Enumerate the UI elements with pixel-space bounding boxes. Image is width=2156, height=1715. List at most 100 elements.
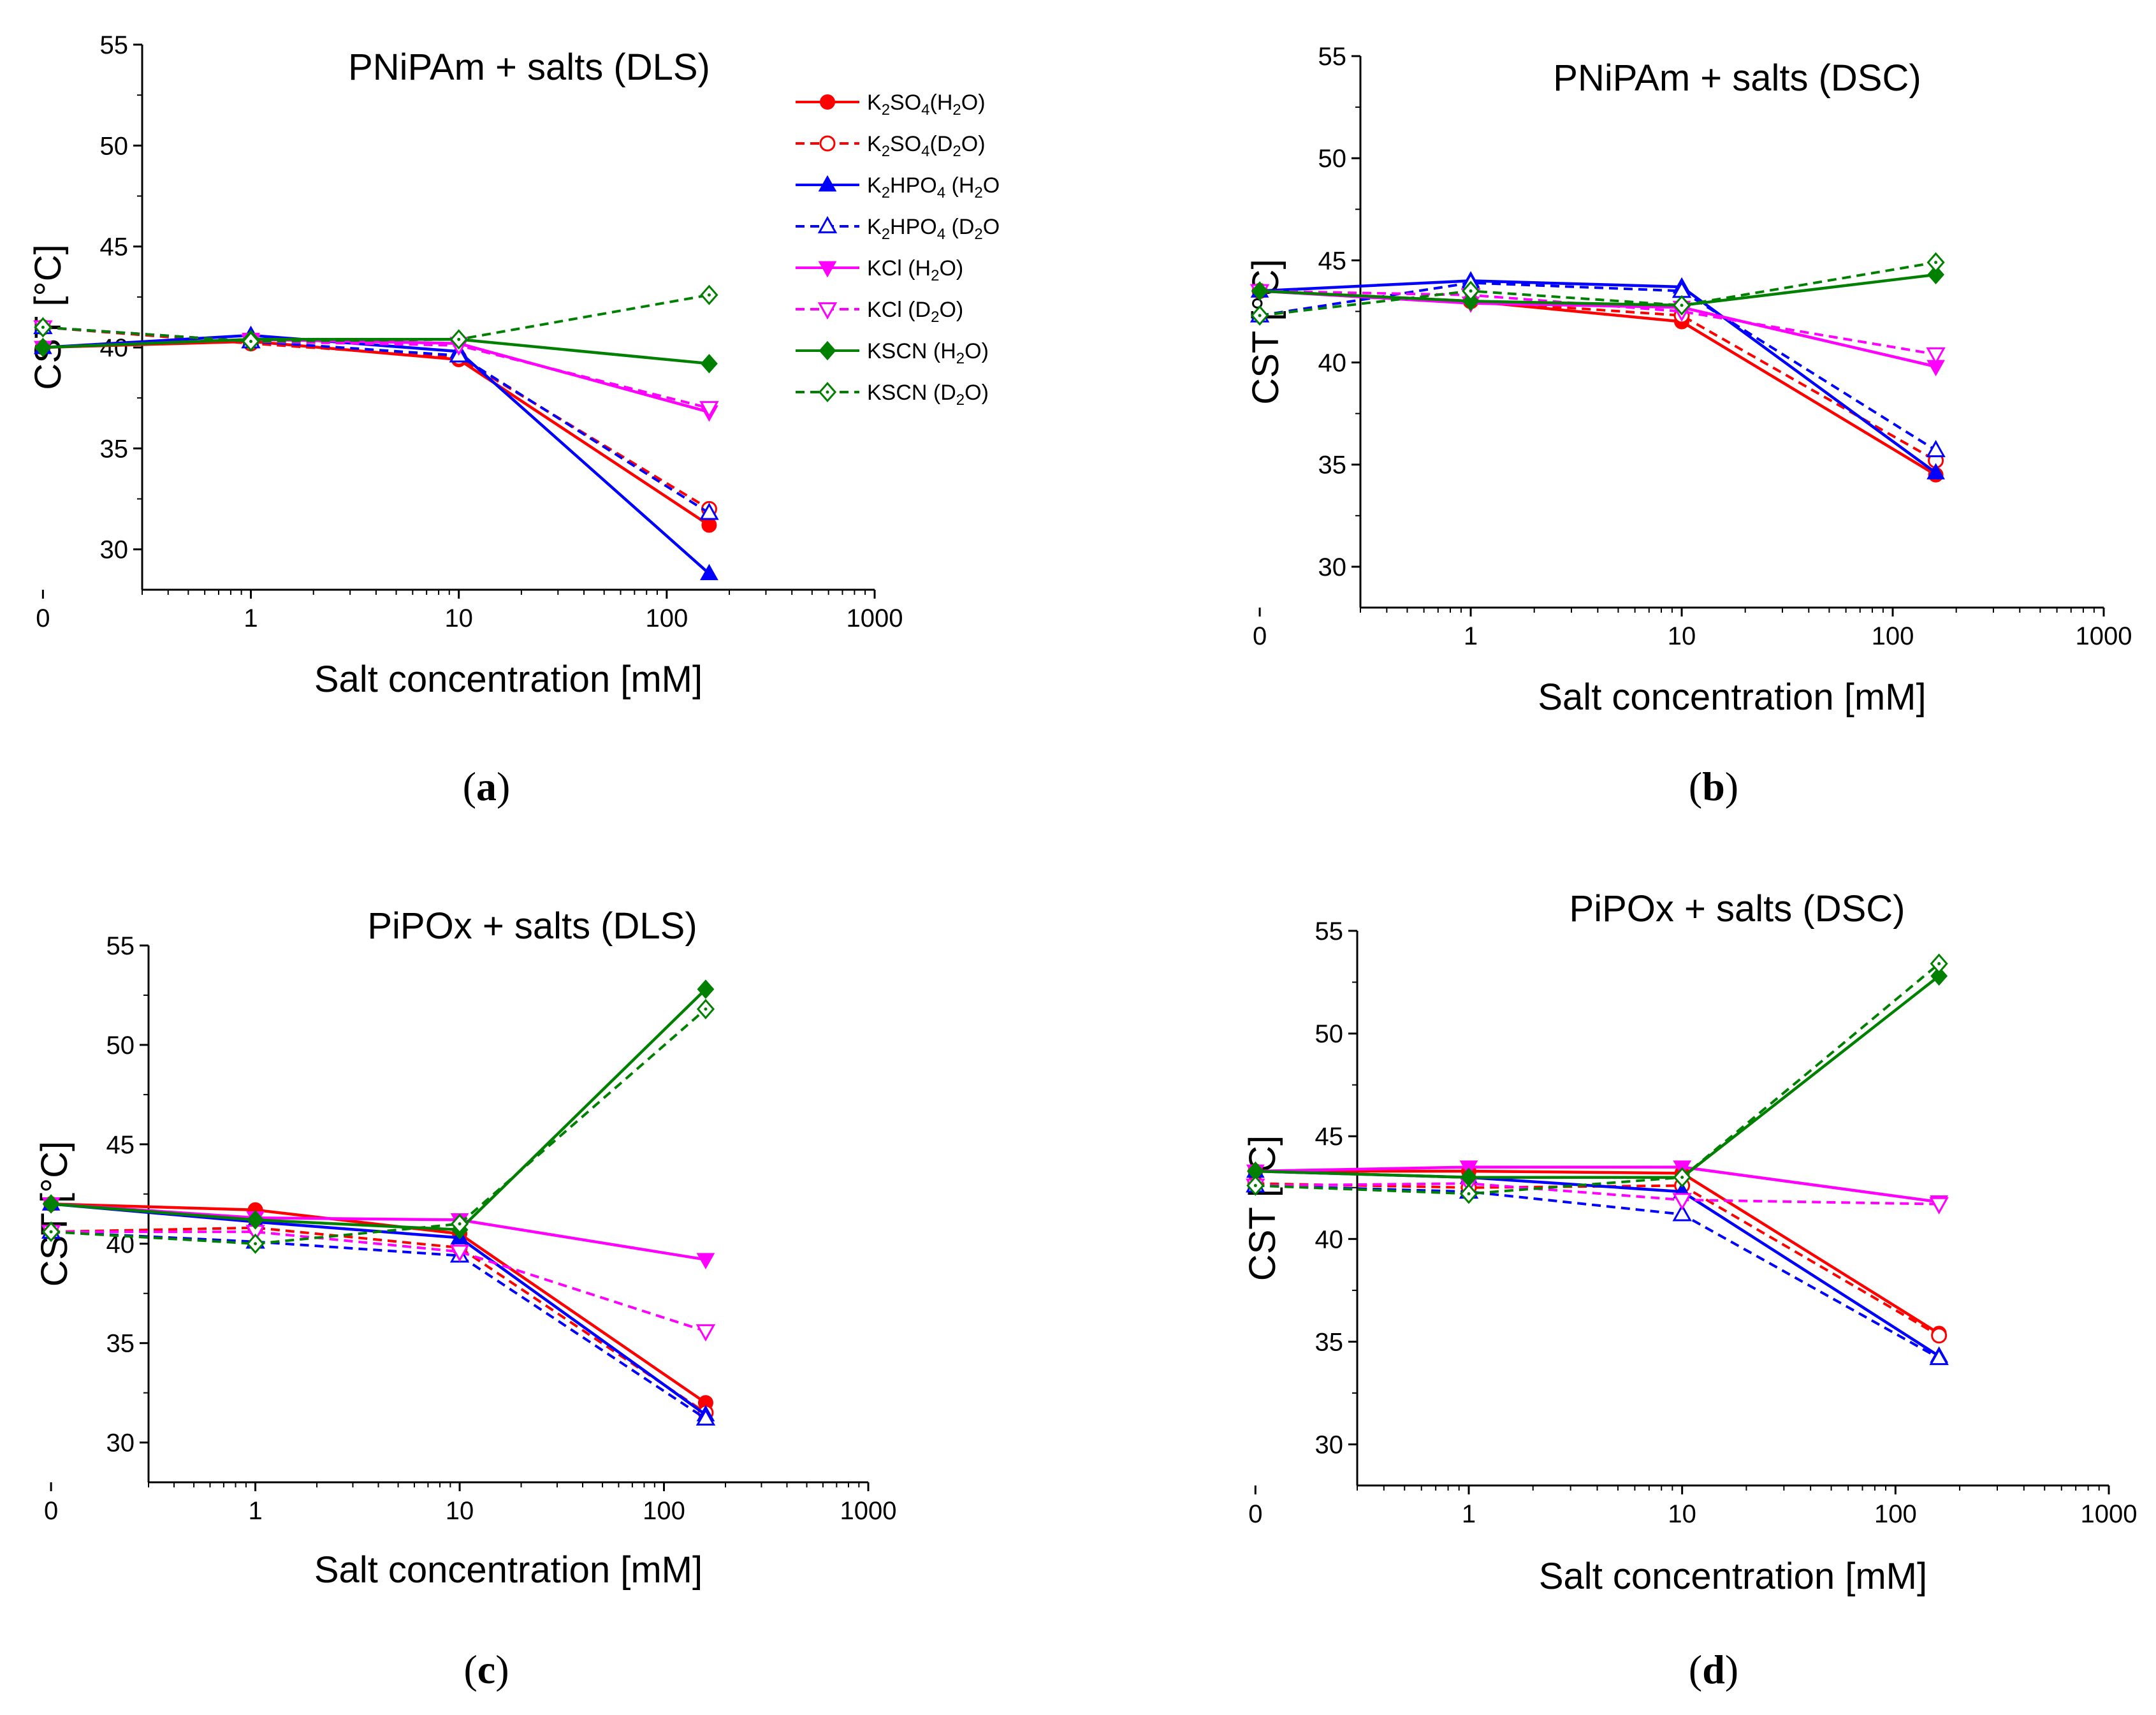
series-line: [1259, 273, 1936, 307]
legend-item: K2HPO4 (D2O: [796, 215, 1000, 243]
legend-label-part: 4: [937, 184, 945, 201]
y-tick-label: 50: [1318, 145, 1347, 173]
legend-swatch-marker: [820, 94, 835, 110]
caption-letter: c: [477, 1647, 495, 1692]
panel-caption: (d): [1689, 1647, 1738, 1692]
series-line: [50, 988, 707, 1232]
y-tick-label: 35: [100, 435, 129, 463]
caption-letter: a: [476, 764, 497, 809]
x-tick-label: 1: [1464, 622, 1478, 650]
y-tick-label: 35: [106, 1330, 135, 1358]
legend-swatch-marker-dot: [826, 390, 829, 394]
data-point: [697, 979, 715, 999]
legend-label-part: K: [867, 91, 882, 115]
series-line: [1255, 963, 1940, 1195]
series-line: [43, 293, 710, 343]
series-line: [1255, 1169, 1940, 1335]
legend-label-part: 2: [974, 226, 982, 243]
legend-swatch-marker: [817, 215, 838, 233]
data-point-dot: [1258, 314, 1262, 317]
x-tick-label: 100: [645, 604, 688, 632]
legend-item: K2HPO4 (H2O: [796, 173, 1000, 201]
chart-title: PNiPAm + salts (DLS): [348, 47, 710, 88]
panel-caption: (b): [1689, 764, 1738, 809]
series-k2hpo4-h2o: [34, 325, 718, 581]
legend-label-part: 2: [956, 350, 965, 367]
data-point: [1672, 1193, 1692, 1211]
data-point-dot: [41, 325, 45, 329]
data-point: [1931, 1327, 1948, 1344]
x-tick-label: 0: [1248, 1500, 1262, 1528]
legend-swatch-marker: [819, 135, 836, 152]
data-point: [34, 337, 52, 358]
x-tick-label: 100: [1872, 622, 1914, 650]
data-point-dot: [458, 1222, 462, 1226]
legend-label: K2HPO4 (H2O: [867, 173, 1000, 201]
series-line: [1255, 1182, 1939, 1206]
legend-label-part: HPO: [890, 173, 937, 198]
legend-item: KSCN (D2O): [796, 381, 989, 409]
y-tick-label: 55: [1318, 43, 1347, 71]
panel-d: 30 35 40 45 50 55 0 1 10 100 1000 PiPOx + salts (DS…: [1242, 888, 2137, 1692]
series-line: [1259, 281, 1937, 451]
legend-label-part: 4: [921, 101, 929, 119]
data-point: [1927, 265, 1945, 285]
legend-label-part: 2: [882, 226, 890, 243]
data-point: [700, 354, 718, 374]
y-tick-label: 50: [100, 132, 129, 160]
x-tick-label: 1: [244, 604, 258, 632]
legend-label-part: 2: [974, 184, 982, 201]
legend-label-part: O): [961, 91, 986, 115]
x-tick-label: 10: [1668, 622, 1696, 650]
legend-label-part: KSCN (H: [867, 339, 956, 363]
data-point: [696, 1253, 715, 1269]
data-point-dot: [1937, 962, 1941, 966]
x-tick-label: 1000: [2076, 622, 2132, 650]
legend-label-part: SO: [890, 132, 921, 156]
caption-paren-open: (: [463, 1647, 477, 1692]
series-kscn-h2o: [1246, 966, 1948, 1187]
x-axis-title: Salt concentration [mM]: [1538, 676, 1926, 718]
data-point-dot: [1680, 303, 1684, 307]
legend-label-part: KSCN (D: [867, 381, 956, 405]
legend-label: KSCN (H2O): [867, 339, 989, 367]
x-tick-label: 100: [1874, 1500, 1917, 1528]
legend-swatch-marker: [817, 302, 838, 320]
legend-label: KCl (D2O): [867, 298, 963, 326]
data-point-dot: [1253, 1184, 1257, 1188]
series-line: [1255, 975, 1940, 1179]
series-k2so4-h2o: [1248, 1164, 1947, 1341]
y-tick-label: 40: [1318, 349, 1347, 377]
legend-swatch-marker: [818, 261, 837, 278]
caption-paren-open: (: [463, 764, 476, 809]
legend-label-part: O): [961, 132, 986, 156]
data-point: [1672, 1204, 1692, 1222]
data-point: [1251, 281, 1269, 301]
legend-label-part: (H: [945, 173, 974, 198]
series-line: [51, 1202, 707, 1405]
data-point-dot: [1467, 1192, 1471, 1195]
y-tick-label: 35: [1318, 451, 1347, 479]
caption-paren-close: ): [1725, 1647, 1738, 1692]
series-k2hpo4-d2o: [1246, 1175, 1949, 1366]
series-k2so4-h2o: [1252, 283, 1944, 483]
caption-paren-open: (: [1689, 1647, 1702, 1692]
caption-paren-open: (: [1689, 764, 1702, 809]
x-tick-label: 1000: [847, 604, 903, 632]
legend-label-part: 4: [921, 143, 929, 160]
chart-title: PNiPAm + salts (DSC): [1553, 57, 1921, 99]
data-point-dot: [1680, 1176, 1684, 1179]
legend-label-part: SO: [890, 91, 921, 115]
y-tick-label: 30: [106, 1429, 135, 1457]
y-tick-label: 45: [106, 1131, 135, 1159]
series-line: [1259, 261, 1936, 317]
legend-label-part: (H: [930, 91, 953, 115]
legend-label-part: KCl (H: [867, 256, 931, 281]
legend-label-part: K: [867, 173, 882, 198]
series-kscn-d2o: [34, 284, 718, 352]
y-tick-label: 40: [100, 334, 129, 362]
series-k2hpo4-d2o: [41, 1221, 716, 1426]
caption-paren-close: ): [495, 1647, 509, 1692]
